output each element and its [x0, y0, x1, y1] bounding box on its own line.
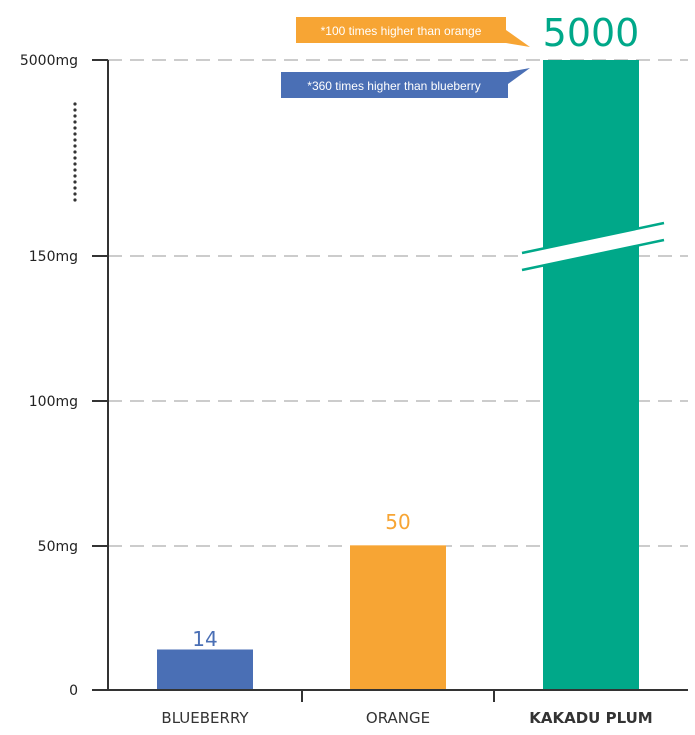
bars	[157, 60, 639, 690]
bar-blueberry	[157, 649, 253, 690]
category-label-orange: ORANGE	[366, 709, 430, 727]
axis-break-gap	[522, 223, 664, 270]
callout-blueberry-box	[281, 72, 508, 98]
axis-break	[521, 221, 665, 272]
y-tick-label-0: 0	[69, 683, 78, 699]
category-label-kakadu-plum: KAKADU PLUM	[529, 709, 652, 727]
callout-orange-text: *100 times higher than orange	[321, 24, 482, 38]
y-tick-label-50: 50mg	[38, 539, 78, 555]
callout-orange: *100 times higher than orange	[296, 17, 530, 47]
bar-kakadu-plum	[543, 60, 639, 690]
category-label-blueberry: BLUEBERRY	[161, 709, 249, 727]
y-tick-label-5000: 5000mg	[20, 53, 78, 69]
callout-blueberry-text: *360 times higher than blueberry	[307, 79, 480, 93]
callout-orange-pointer	[506, 30, 530, 47]
y-tick-label-150: 150mg	[29, 249, 78, 265]
callout-orange-box	[296, 17, 506, 43]
value-label-kakadu-plum: 5000	[543, 11, 640, 55]
axis-break-line-bottom	[521, 238, 665, 272]
y-axis-break-dots	[73, 102, 77, 202]
callout-blueberry: *360 times higher than blueberry	[281, 68, 530, 98]
callout-blueberry-pointer	[508, 68, 530, 84]
bar-orange	[350, 545, 446, 690]
axis-break-line-top	[521, 221, 665, 255]
value-label-blueberry: 14	[192, 627, 217, 651]
y-tick-label-100: 100mg	[29, 394, 78, 410]
value-label-orange: 50	[385, 510, 410, 534]
